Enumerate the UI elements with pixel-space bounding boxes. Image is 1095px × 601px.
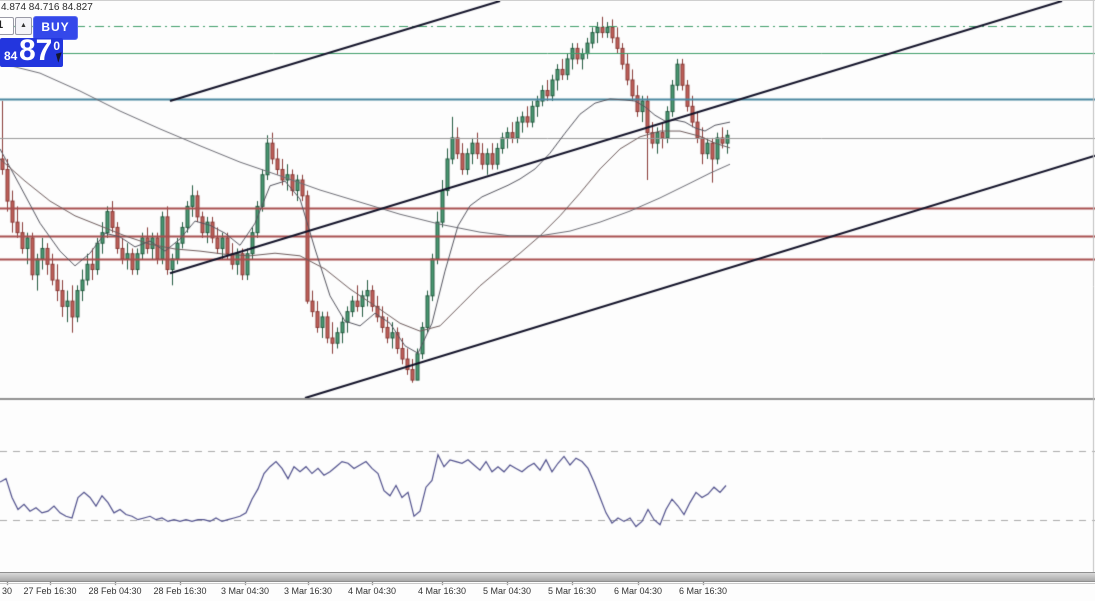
time-label: 6 Mar 16:30	[678, 586, 728, 596]
time-label: 3 Mar 16:30	[283, 586, 333, 596]
price-display: 84 87 0	[0, 34, 63, 67]
price-pip-digit: 0	[53, 39, 60, 53]
time-label: 28 Feb 04:30	[88, 586, 142, 596]
volume-up-button[interactable]: ▲	[15, 17, 32, 35]
time-label: 28 Feb 16:30	[153, 586, 207, 596]
time-label: 6 Mar 04:30	[613, 586, 663, 596]
horizontal-scrollbar[interactable]	[0, 572, 1095, 582]
time-label: 5 Mar 04:30	[482, 586, 532, 596]
time-label: 4 Mar 16:30	[417, 586, 467, 596]
time-label: 4 Mar 04:30	[347, 586, 397, 596]
time-axis: 30 27 Feb 16:30 28 Feb 04:30 28 Feb 16:30 3 …	[0, 586, 1095, 600]
one-click-trade-panel: 1 ▲ BUY 84 87 0	[0, 15, 80, 69]
time-label: 3 Mar 04:30	[220, 586, 270, 596]
time-axis-divider	[0, 583, 1095, 584]
price-integer: 84	[4, 49, 18, 63]
up-arrow-icon: ▲	[20, 22, 27, 29]
time-label: 27 Feb 16:30	[23, 586, 77, 596]
ohlc-quote-text: 4.874 84.716 84.827	[1, 2, 93, 13]
price-main-digits: 87	[19, 34, 53, 67]
volume-spinner[interactable]: 1	[0, 17, 14, 35]
time-label: 5 Mar 16:30	[547, 586, 597, 596]
buy-button[interactable]: BUY	[33, 16, 78, 40]
time-label: 30	[1, 586, 13, 596]
